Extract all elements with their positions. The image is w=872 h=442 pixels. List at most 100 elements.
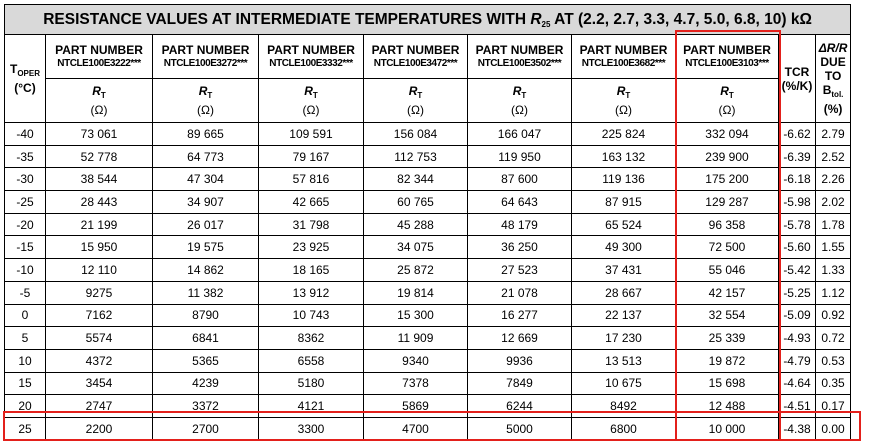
resistance-cell: 52 778: [45, 144, 153, 169]
resistance-table: RESISTANCE VALUES AT INTERMEDIATE TEMPER…: [3, 4, 852, 441]
tcr-cell: -6.18: [778, 167, 816, 192]
resistance-cell: 6800: [571, 416, 676, 441]
resistance-cell: 28 667: [571, 280, 676, 305]
part-code: NTCLE100E3472***: [373, 57, 458, 69]
resistance-symbol: R: [408, 84, 418, 98]
resistance-cell: 12 110: [45, 258, 153, 282]
part-code: NTCLE100E3502***: [477, 57, 562, 69]
resistance-symbol: R: [92, 84, 101, 98]
resistance-cell: 163 132: [571, 144, 676, 169]
resistance-cell: 23 925: [258, 235, 364, 260]
part-code: NTCLE100E3222***: [57, 57, 141, 69]
resistance-header: RT (Ω): [45, 78, 153, 123]
resistance-cell: 64 643: [467, 190, 572, 214]
title-subscript: 25: [541, 19, 551, 29]
part-label: PART NUMBER: [55, 42, 143, 57]
tolerance-cell: 1.78: [814, 212, 852, 237]
tolerance-symbol: B: [822, 83, 832, 97]
resistance-cell: 5180: [258, 371, 364, 396]
resistance-cell: 27 523: [467, 258, 572, 282]
temperature-cell: -25: [4, 190, 46, 214]
resistance-cell: 129 287: [675, 190, 779, 214]
temp-symbol: T: [9, 62, 18, 76]
resistance-cell: 79 167: [258, 144, 364, 169]
resistance-cell: 87 600: [467, 167, 572, 192]
resistance-cell: 37 431: [571, 258, 676, 282]
tcr-cell: -4.93: [778, 326, 816, 350]
resistance-subscript: T: [625, 91, 631, 100]
resistance-cell: 65 524: [571, 212, 676, 237]
resistance-cell: 4121: [258, 394, 364, 418]
temperature-cell: 5: [4, 326, 46, 350]
part-header: PART NUMBER NTCLE100E3682***: [571, 34, 676, 79]
resistance-cell: 10 000: [675, 416, 779, 441]
resistance-cell: 64 773: [152, 144, 259, 169]
resistance-cell: 9340: [363, 348, 468, 373]
data-row: -30 38 544 47 304 57 816 82 344 87 600 119 136…: [4, 167, 852, 192]
resistance-cell: 72 500: [675, 235, 779, 260]
resistance-cell: 10 675: [571, 371, 676, 396]
data-row: 10 4372 5365 6558 9340 9936 13 513 19 872 -4.79 0…: [4, 348, 852, 373]
resistance-cell: 17 230: [571, 326, 676, 350]
resistance-cell: 2700: [152, 416, 259, 441]
data-row: -40 73 061 89 665 109 591 156 084 166 047 225 …: [4, 122, 852, 146]
header-row: TOPER (°C) PART NUMBER NTCLE100E3222*** PAR…: [4, 34, 852, 123]
resistance-header: RT (Ω): [467, 78, 572, 123]
resistance-cell: 4700: [363, 416, 468, 441]
resistance-cell: 5000: [467, 416, 572, 441]
resistance-cell: 156 084: [363, 122, 468, 146]
resistance-unit: (Ω): [511, 103, 528, 117]
part-header: PART NUMBER NTCLE100E3103***: [675, 34, 779, 79]
tolerance-cell: 0.53: [814, 348, 852, 373]
tolerance-cell: 1.55: [814, 235, 852, 260]
tolerance-line: DUE: [820, 55, 846, 69]
resistance-unit: (Ω): [407, 103, 424, 117]
resistance-cell: 119 950: [467, 144, 572, 169]
part-code: NTCLE100E3272***: [163, 57, 248, 69]
tolerance-cell: 0.72: [814, 326, 852, 350]
part-label: PART NUMBER: [579, 42, 668, 57]
temp-subscript: OPER: [17, 69, 40, 78]
tolerance-subscript: tol.: [831, 90, 844, 99]
tcr-cell: -5.60: [778, 235, 816, 260]
resistance-cell: 239 900: [675, 144, 779, 169]
tcr-unit: (%/K): [781, 78, 813, 93]
resistance-subscript: T: [207, 91, 213, 100]
resistance-cell: 12 669: [467, 326, 572, 350]
part-label: PART NUMBER: [161, 42, 250, 57]
part-code: NTCLE100E3682***: [581, 57, 666, 69]
tcr-cell: -5.78: [778, 212, 816, 237]
tcr-cell: -4.38: [778, 416, 816, 441]
part-code: NTCLE100E3103***: [685, 57, 769, 69]
resistance-unit: (Ω): [302, 103, 320, 117]
resistance-cell: 7849: [467, 371, 572, 396]
temperature-cell: -40: [4, 122, 46, 146]
data-row: 25 2200 2700 3300 4700 5000 6800 10 000 -4.38 0.0…: [4, 416, 852, 441]
resistance-subscript: T: [521, 91, 527, 100]
tcr-cell: -5.42: [778, 258, 816, 282]
resistance-cell: 73 061: [45, 122, 153, 146]
resistance-symbol: R: [198, 84, 208, 98]
tolerance-cell: 1.33: [814, 258, 852, 282]
data-row: -25 28 443 34 907 42 665 60 765 64 643 87 915 1…: [4, 190, 852, 214]
tcr-cell: -4.51: [778, 394, 816, 418]
temperature-cell: -30: [4, 167, 46, 192]
resistance-cell: 7378: [363, 371, 468, 396]
temperature-cell: -35: [4, 144, 46, 169]
part-label: PART NUMBER: [371, 42, 460, 57]
title-row: RESISTANCE VALUES AT INTERMEDIATE TEMPER…: [3, 4, 852, 35]
resistance-cell: 166 047: [467, 122, 572, 146]
tcr-cell: -5.09: [778, 303, 816, 328]
resistance-cell: 5574: [45, 326, 153, 350]
part-header: PART NUMBER NTCLE100E3222***: [45, 34, 153, 79]
data-row: -35 52 778 64 773 79 167 112 753 119 950 163 1…: [4, 144, 852, 169]
resistance-cell: 25 339: [675, 326, 779, 350]
header-row: RT (Ω) RT (Ω) RT (Ω) RT (Ω) RT (Ω) RT (Ω) RT (Ω): [5, 78, 851, 123]
temperature-cell: -20: [4, 212, 46, 237]
data-row: -15 15 950 19 575 23 925 34 075 36 250 49 300 7…: [4, 235, 852, 260]
resistance-cell: 47 304: [152, 167, 259, 192]
part-header: PART NUMBER NTCLE100E3502***: [467, 34, 572, 79]
resistance-cell: 82 344: [363, 167, 468, 192]
part-header: PART NUMBER NTCLE100E3472***: [363, 34, 468, 79]
